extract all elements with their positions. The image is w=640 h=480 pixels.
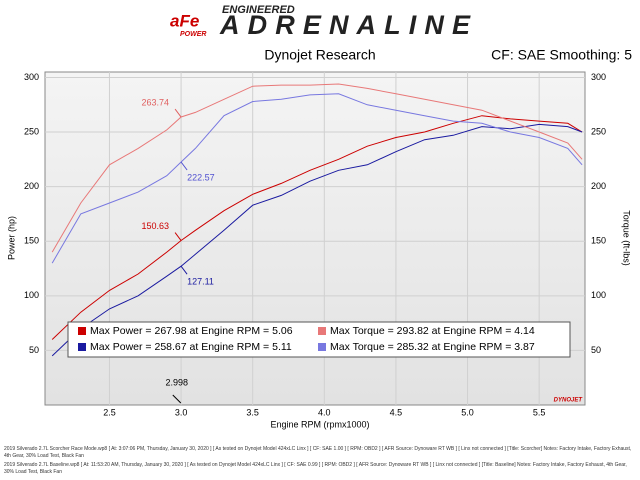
series-line <box>51 93 583 264</box>
y-axis-label: Power (hp) <box>6 216 16 260</box>
footer-line: 2019 Silverado 2.7L Baseline.wp8 [ At: 1… <box>4 462 627 475</box>
legend-label: Max Power = 267.98 at Engine RPM = 5.06 <box>90 325 293 337</box>
legend-swatch <box>318 343 326 351</box>
legend-swatch <box>78 327 86 335</box>
logo-sub: POWER <box>180 31 206 38</box>
legend-label: Max Torque = 293.82 at Engine RPM = 4.14 <box>330 325 535 337</box>
brand-mark: DYNOJET <box>554 398 584 404</box>
y-tick-label: 50 <box>29 345 39 355</box>
y-tick-label: 100 <box>24 290 39 300</box>
y2-tick-label: 300 <box>591 72 606 82</box>
x-tick-label: 5.5 <box>533 407 546 417</box>
y-tick-label: 300 <box>24 72 39 82</box>
chart-title: Dynojet Research <box>264 47 375 63</box>
annotation-arrow <box>174 232 182 241</box>
y2-tick-label: 250 <box>591 126 606 136</box>
y2-tick-label: 100 <box>591 290 606 300</box>
legend-swatch <box>78 343 86 351</box>
x-tick-label: 3.0 <box>175 407 188 417</box>
y2-axis-label: Torque (ft-lbs) <box>622 210 632 266</box>
y2-tick-label: 150 <box>591 236 606 246</box>
y2-tick-label: 200 <box>591 181 606 191</box>
x-axis-label: Engine RPM (rpmx1000) <box>270 419 369 429</box>
legend-swatch <box>318 327 326 335</box>
chart: aFe POWER ENGINEERED ADRENALINE Dynojet … <box>6 4 632 429</box>
annotation-label: 127.11 <box>187 277 214 287</box>
chart-subtitle: CF: SAE Smoothing: 5 <box>491 47 632 63</box>
x-tick-label: 5.0 <box>461 407 474 417</box>
annotation-arrow <box>180 161 188 171</box>
series-line <box>51 123 583 357</box>
marker-arrow <box>172 394 182 404</box>
footer-line: 2019 Silverado 2.7L Scorcher Race Mode.w… <box>4 446 632 459</box>
logo-name: ADRENALINE <box>219 10 471 40</box>
x-tick-label: 3.5 <box>246 407 259 417</box>
x-tick-label: 2.5 <box>103 407 116 417</box>
y-tick-label: 200 <box>24 181 39 191</box>
logo-brand: aFe <box>170 11 199 30</box>
annotation-label: 150.63 <box>142 221 170 231</box>
annotation-label: 222.57 <box>187 172 215 182</box>
annotation-arrow <box>180 265 188 275</box>
x-tick-label: 4.0 <box>318 407 331 417</box>
series-line <box>51 83 583 253</box>
y2-tick-label: 50 <box>591 345 601 355</box>
y-tick-label: 150 <box>24 236 39 246</box>
y-tick-label: 250 <box>24 126 39 136</box>
marker-label: 2.998 <box>166 377 189 387</box>
annotation-arrow <box>174 108 182 118</box>
legend-label: Max Power = 258.67 at Engine RPM = 5.11 <box>90 341 292 353</box>
logo-tag: ENGINEERED <box>222 4 295 16</box>
legend-label: Max Torque = 285.32 at Engine RPM = 3.87 <box>330 341 535 353</box>
x-tick-label: 4.5 <box>390 407 403 417</box>
annotation-label: 263.74 <box>142 97 170 107</box>
